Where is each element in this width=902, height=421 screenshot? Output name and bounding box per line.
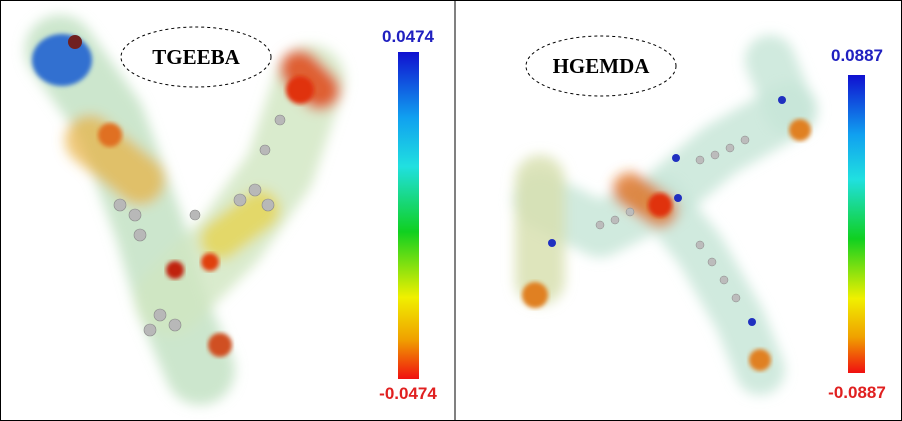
molecule-label: HGEMDA bbox=[553, 54, 651, 78]
scale-min: -0.0474 bbox=[379, 384, 437, 403]
scale-max: 0.0474 bbox=[382, 27, 435, 46]
scale-max: 0.0887 bbox=[831, 46, 883, 65]
molecule-label: TGEEBA bbox=[152, 45, 240, 69]
figure: TGEEBA 0.0474 -0.0474 HGEMDA 0.0887 -0.0… bbox=[0, 0, 902, 421]
color-bar bbox=[848, 75, 865, 373]
scale-min: -0.0887 bbox=[828, 383, 886, 402]
color-bar bbox=[398, 52, 419, 379]
